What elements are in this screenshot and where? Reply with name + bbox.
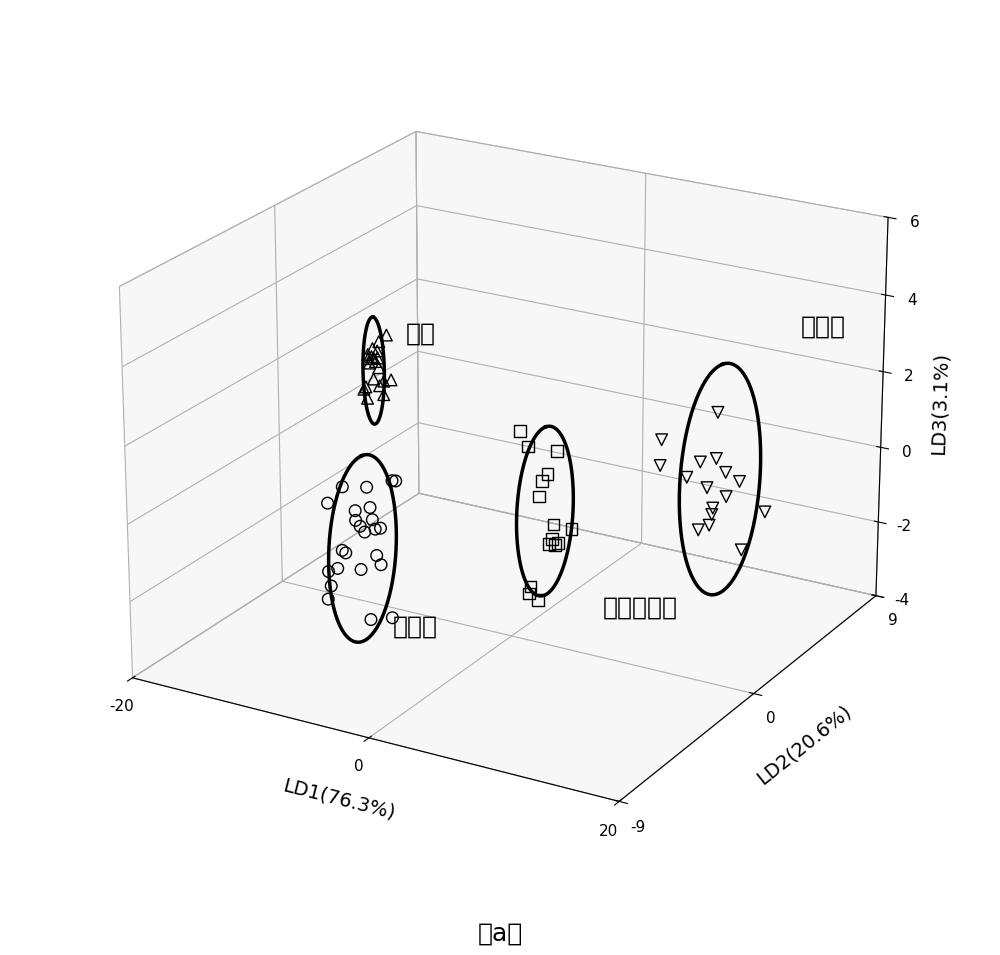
Y-axis label: LD2(20.6%): LD2(20.6%) [753,701,855,788]
X-axis label: LD1(76.3%): LD1(76.3%) [280,776,397,823]
Text: （a）: （a） [477,922,523,945]
